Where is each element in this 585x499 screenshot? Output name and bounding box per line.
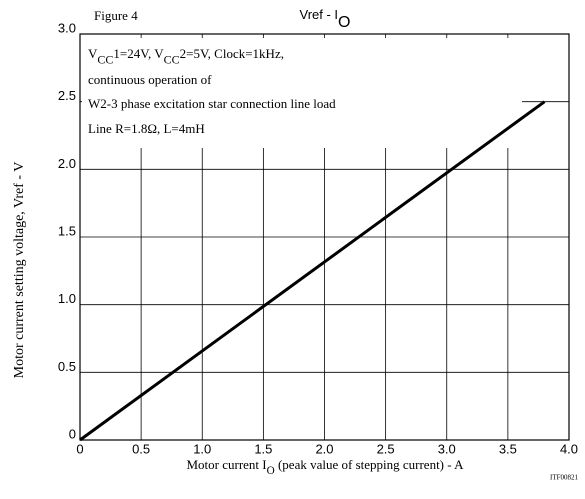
plot-border	[79, 33, 570, 441]
subscript: CC	[164, 52, 180, 66]
y-axis-label: Motor current setting voltage, Vref - V	[12, 162, 27, 379]
x-tick-label: 0	[76, 441, 83, 456]
y-tick-label: 1.0	[58, 291, 76, 306]
text-line: VCC1=24V, VCC2=5V, Clock=1kHz,	[88, 46, 284, 66]
data-line	[79, 100, 546, 442]
subscript: O	[338, 14, 350, 31]
x-tick-label: 4.0	[560, 441, 578, 456]
y-tick-label: 0.5	[58, 359, 76, 374]
x-tick-label: 0.5	[132, 441, 150, 456]
figure-code: ITF00821	[550, 474, 579, 482]
text-segment: V	[88, 46, 98, 61]
x-tick-label: 1.0	[193, 441, 211, 456]
subscript: CC	[97, 52, 113, 66]
y-tick-label: 3.0	[58, 20, 76, 35]
text-segment: Vref - I	[300, 7, 339, 22]
x-tick-label: 2.5	[377, 441, 395, 456]
x-tick-label: 1.5	[254, 441, 272, 456]
text-segment: continuous operation of	[88, 72, 212, 87]
text-segment: Line R=1.8Ω, L=4mH	[88, 121, 205, 136]
x-tick-label: 3.5	[499, 441, 517, 456]
text-segment: W2-3 phase excitation star connection li…	[88, 96, 336, 111]
x-tick-label: 2.0	[315, 441, 333, 456]
text-segment: (peak value of stepping current) - A	[275, 457, 464, 472]
text-segment: 2=5V, Clock=1kHz,	[180, 46, 284, 61]
chart-title: Vref - IO	[300, 7, 351, 31]
text-segment: 1=24V, V	[113, 46, 164, 61]
subscript: O	[267, 464, 275, 476]
figure-label: Figure 4	[94, 8, 138, 23]
y-tick-label: 2.0	[58, 156, 76, 171]
text-line: Line R=1.8Ω, L=4mH	[88, 121, 205, 136]
y-tick-label: 2.5	[58, 88, 76, 103]
text-line: continuous operation of	[88, 72, 212, 87]
text-line: W2-3 phase excitation star connection li…	[88, 96, 336, 111]
annotation-background	[82, 38, 522, 148]
y-tick-label: 0	[69, 426, 76, 441]
x-axis-label: Motor current IO (peak value of stepping…	[186, 457, 464, 476]
y-tick-label: 1.5	[58, 223, 76, 238]
text-segment: Motor current I	[186, 457, 266, 472]
x-tick-label: 3.0	[438, 441, 456, 456]
